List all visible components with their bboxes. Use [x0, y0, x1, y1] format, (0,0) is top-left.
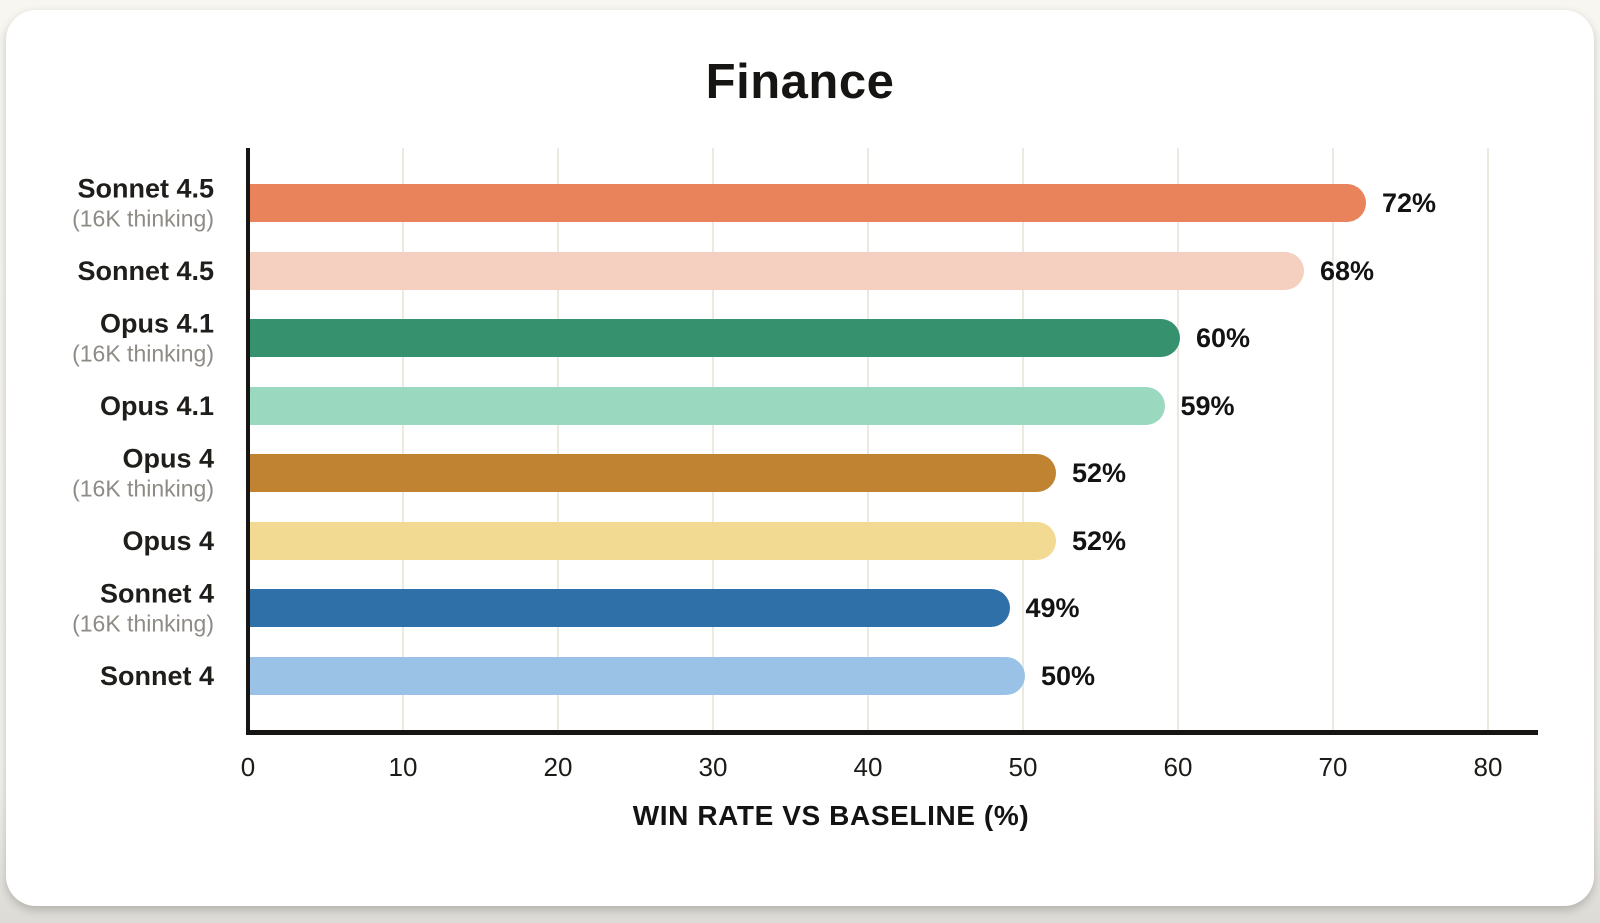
gridline	[402, 148, 404, 730]
gridline	[712, 148, 714, 730]
category-sublabel: (16K thinking)	[72, 205, 214, 232]
category-label-sonnet-4-5: Sonnet 4.5	[6, 255, 214, 287]
bar-value-label: 50%	[1041, 660, 1096, 691]
x-axis-tick-label: 40	[853, 752, 883, 782]
chart-title: Finance	[705, 55, 895, 109]
bar-sonnet-4-5	[250, 251, 1304, 290]
bar-sonnet-4	[250, 656, 1025, 695]
category-sublabel: (16K thinking)	[72, 475, 214, 502]
bar-opus-4-1-16k-thinking	[250, 319, 1180, 357]
bar-opus-4	[250, 521, 1056, 560]
gridline	[1022, 148, 1024, 730]
gridline	[557, 148, 559, 730]
x-axis-tick-label: 10	[388, 752, 418, 782]
y-axis-line	[246, 148, 250, 735]
gridline	[1177, 148, 1179, 730]
category-name: Sonnet 4	[99, 578, 214, 609]
bar-opus-4-16k-thinking	[250, 454, 1056, 492]
category-name: Opus 4.1	[99, 390, 214, 421]
category-label-sonnet-4: Sonnet 4	[6, 660, 214, 692]
category-sublabel: (16K thinking)	[72, 610, 214, 637]
x-axis-tick-label: 20	[543, 752, 573, 782]
bar-value-label: 52%	[1072, 458, 1127, 488]
bar-value-label: 60%	[1196, 323, 1251, 353]
bar-value-label: 52%	[1072, 525, 1127, 556]
bar-sonnet-4-5-16k-thinking	[250, 184, 1366, 222]
x-axis-tick-label: 0	[240, 752, 256, 782]
category-name: Sonnet 4	[99, 660, 214, 691]
category-name: Opus 4	[122, 443, 214, 474]
bar-opus-4-1	[250, 386, 1165, 425]
plot-area: 0 10 20 30 40 50 60 70 80 72% 68% 60% 59% 52% 52% 49% 50…	[241, 148, 1538, 782]
category-name: Opus 4	[122, 525, 214, 556]
x-axis-line	[246, 730, 1538, 735]
gridline	[1487, 148, 1489, 730]
category-label-opus-4-1-16k-thinking: Opus 4.1 (16K thinking)	[6, 308, 214, 369]
category-name: Sonnet 4.5	[77, 255, 214, 286]
bar-value-label: 68%	[1320, 255, 1375, 286]
category-label-sonnet-4-16k-thinking: Sonnet 4 (16K thinking)	[6, 578, 214, 639]
x-axis-tick-label: 80	[1473, 752, 1503, 782]
category-label-opus-4-16k-thinking: Opus 4 (16K thinking)	[6, 443, 214, 504]
bar-sonnet-4-16k-thinking	[250, 589, 1010, 627]
y-axis-category-labels: Sonnet 4.5 (16K thinking) Sonnet 4.5 Opus 4…	[6, 148, 214, 730]
x-axis-title: WIN RATE VS BASELINE (%)	[632, 800, 1030, 831]
category-name: Opus 4.1	[99, 308, 214, 339]
x-axis-tick-label: 30	[698, 752, 728, 782]
category-name: Sonnet 4.5	[77, 173, 214, 204]
x-axis-tick-label: 70	[1318, 752, 1348, 782]
bar-value-label: 72%	[1382, 188, 1437, 218]
category-sublabel: (16K thinking)	[72, 340, 214, 367]
category-label-opus-4: Opus 4	[6, 525, 214, 557]
bar-value-label: 49%	[1025, 593, 1080, 623]
category-label-opus-4-1: Opus 4.1	[6, 390, 214, 422]
x-axis-tick-label: 60	[1163, 752, 1193, 782]
x-axis-tick-label: 50	[1008, 752, 1038, 782]
bar-value-label: 59%	[1180, 390, 1235, 421]
chart-card: Finance Sonnet 4.5 (16K thinking) Sonnet 4…	[6, 10, 1594, 906]
category-label-sonnet-4-5-16k-thinking: Sonnet 4.5 (16K thinking)	[6, 173, 214, 234]
gridline	[1332, 148, 1334, 730]
gridline	[867, 148, 869, 730]
